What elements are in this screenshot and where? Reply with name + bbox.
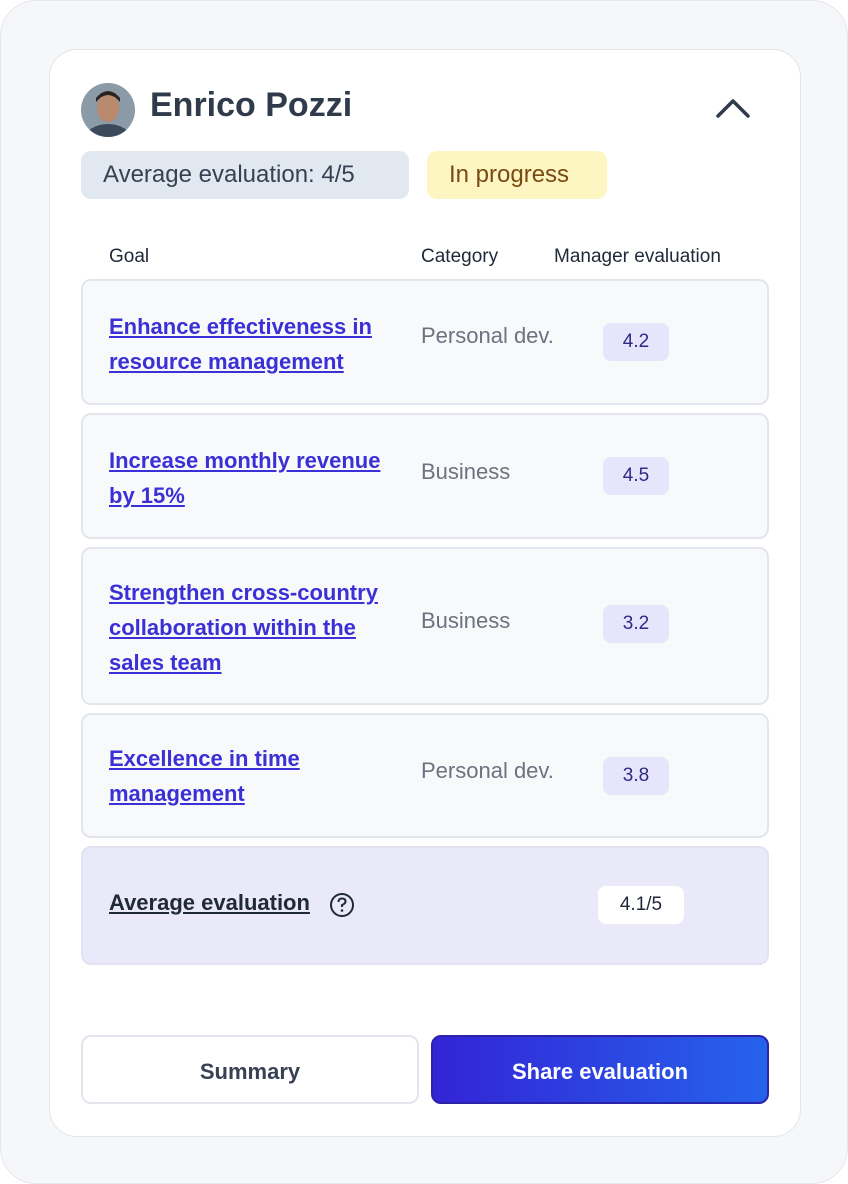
user-name: Enrico Pozzi [150, 86, 353, 124]
manager-evaluation: 3.8 [603, 757, 669, 795]
evaluation-card: Enrico Pozzi Average evaluation: 4/5 In … [49, 49, 801, 1137]
manager-evaluation: 3.2 [603, 605, 669, 643]
average-value: 4.1/5 [598, 886, 684, 924]
status-badge: In progress [427, 151, 607, 199]
average-label[interactable]: Average evaluation [109, 890, 310, 915]
manager-evaluation: 4.2 [603, 323, 669, 361]
goal-category: Business [421, 608, 511, 633]
column-header: Category [421, 246, 499, 267]
average-row: Average evaluation 4.1/5 [81, 846, 769, 965]
goal-link[interactable]: Enhance effectiveness in resource manage… [109, 314, 372, 374]
goal-category: Business [421, 459, 511, 484]
goal-row: Enhance effectiveness in resource manage… [81, 279, 769, 405]
goal-row: Increase monthly revenue by 15% Business 4… [81, 413, 769, 539]
goal-link[interactable]: Strengthen cross-country collaboration w… [109, 580, 378, 675]
share-button[interactable]: Share evaluation [431, 1035, 769, 1104]
goal-category: Personal dev. [421, 758, 554, 783]
goal-link[interactable]: Excellence in time management [109, 746, 300, 806]
collapse-toggle[interactable] [714, 96, 752, 122]
avatar [81, 83, 135, 137]
average-badge: Average evaluation: 4/5 [81, 151, 409, 199]
goal-category: Personal dev. [421, 323, 554, 348]
goal-link[interactable]: Increase monthly revenue by 15% [109, 448, 381, 508]
manager-evaluation: 4.5 [603, 457, 669, 495]
column-header: Goal [109, 246, 150, 267]
summary-button[interactable]: Summary [81, 1035, 419, 1104]
help-icon[interactable] [329, 892, 355, 918]
goal-row: Excellence in time management Personal de… [81, 713, 769, 838]
column-header: Manager evaluation [554, 246, 721, 267]
goal-row: Strengthen cross-country collaboration w… [81, 547, 769, 705]
